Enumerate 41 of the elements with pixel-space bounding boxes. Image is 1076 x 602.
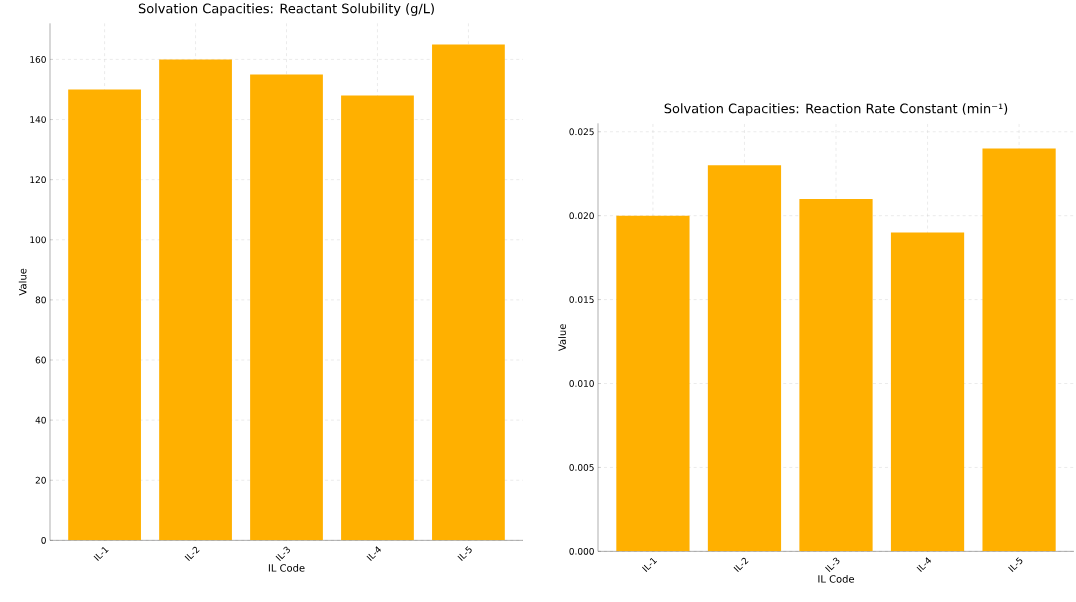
bar [250, 74, 323, 541]
bar [159, 59, 232, 541]
y-tick-label: 0.020 [569, 212, 594, 219]
x-tick-label: IL-4 [916, 557, 932, 572]
x-tick-label: IL-4 [366, 546, 382, 561]
x-tick-label: IL-3 [825, 557, 840, 572]
bar [799, 198, 873, 552]
y-tick-label: 0 [41, 536, 46, 544]
y-tick-label: 20 [35, 476, 46, 484]
bar [341, 95, 414, 541]
bar [707, 165, 782, 552]
y-axis-title: Value [18, 268, 27, 296]
y-tick-label: 160 [30, 55, 46, 63]
y-tick-label: 100 [30, 236, 46, 243]
chart-title: Solvation Capacities: Reaction Rate Constant (min⁻¹) [664, 103, 1008, 116]
x-tick-label: IL-2 [733, 557, 749, 572]
y-tick-label: 120 [30, 176, 46, 183]
bar [890, 232, 965, 552]
y-tick-label: 140 [30, 115, 46, 123]
y-tick-label: 0.025 [569, 128, 594, 135]
x-tick-label: IL-5 [1008, 557, 1023, 572]
bar [68, 89, 141, 541]
y-tick-label: 40 [35, 416, 46, 424]
y-tick-label: 80 [35, 296, 46, 304]
bar [432, 44, 505, 541]
x-axis-title: IL Code [818, 574, 855, 583]
x-tick-label: IL-1 [93, 546, 109, 561]
y-tick-label: 0.000 [569, 547, 594, 555]
y-axis-title: Value [558, 324, 566, 351]
x-tick-label: IL-3 [275, 546, 290, 561]
x-axis-title: IL Code [268, 563, 305, 572]
bar [616, 215, 690, 552]
y-tick-label: 0.005 [569, 463, 594, 471]
y-tick-label: 60 [35, 356, 46, 364]
x-tick-label: IL-2 [184, 546, 200, 561]
y-tick-label: 0.010 [569, 379, 594, 387]
x-tick-label: IL-5 [457, 546, 472, 561]
x-tick-label: IL-1 [641, 557, 657, 572]
bar [982, 148, 1056, 552]
chart-title: Solvation Capacities: Reactant Solubility (g/L) [138, 3, 434, 16]
y-tick-label: 0.015 [569, 296, 594, 303]
